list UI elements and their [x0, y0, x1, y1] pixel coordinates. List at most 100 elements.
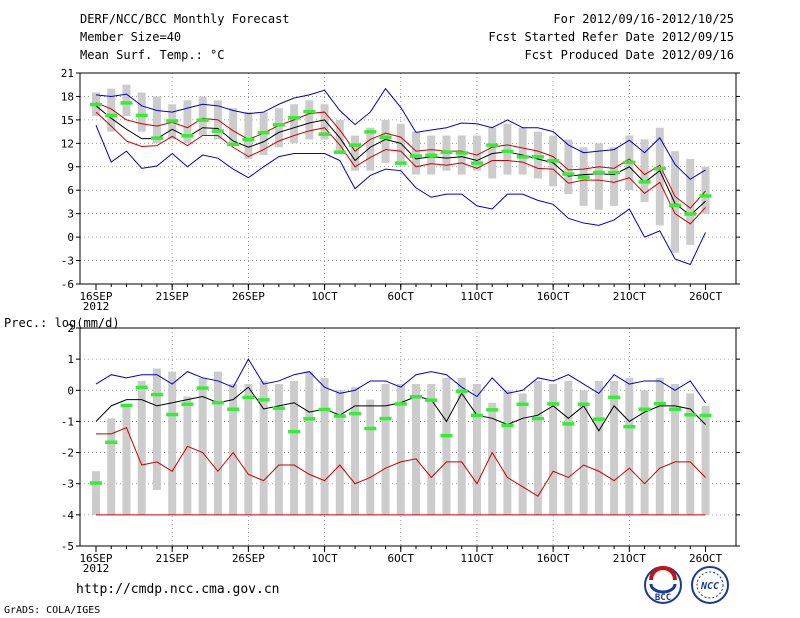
ensemble-marker	[577, 175, 590, 179]
range-bar	[533, 131, 542, 179]
ensemble-marker	[562, 422, 575, 426]
ensemble-marker	[592, 417, 605, 421]
fcst-produced-date: Fcst Produced Date 2012/09/16	[524, 48, 734, 62]
range-bar	[351, 387, 360, 515]
ensemble-marker	[379, 416, 392, 421]
ensemble-marker	[440, 150, 453, 154]
y-tick-label: -5	[61, 540, 74, 553]
ensemble-marker	[531, 416, 544, 421]
y-tick-label: 9	[67, 161, 74, 174]
range-bar	[351, 135, 360, 171]
y-tick-label: 18	[61, 90, 74, 103]
range-bar	[152, 368, 161, 490]
ensemble-marker	[394, 161, 407, 165]
ensemble-marker	[455, 389, 468, 393]
y-tick-label: -2	[61, 447, 74, 460]
range-bar	[549, 384, 558, 515]
range-bar	[366, 399, 375, 515]
ensemble-marker	[379, 135, 392, 140]
range-bar	[259, 380, 268, 515]
ensemble-marker	[272, 406, 285, 411]
range-bar	[412, 131, 420, 175]
x-tick-sublabel: 2012	[83, 562, 110, 575]
y-tick-label: -3	[61, 255, 74, 268]
y-tick-label: 0	[67, 384, 74, 397]
ensemble-marker	[623, 160, 636, 165]
x-tick-label: 16OCT	[537, 552, 570, 565]
range-bar	[122, 405, 131, 515]
series-lower	[96, 427, 706, 497]
range-bar	[655, 377, 664, 515]
range-bar	[701, 166, 710, 214]
range-bar	[290, 104, 299, 144]
ensemble-marker	[547, 159, 560, 163]
range-bar	[503, 390, 512, 515]
ensemble-marker	[242, 137, 255, 142]
source-url[interactable]: http://cmdp.ncc.cma.gov.cn	[76, 582, 280, 597]
range-bar	[610, 147, 619, 206]
range-bar	[625, 377, 634, 515]
ensemble-marker	[166, 412, 179, 417]
grads-credit: GrADS: COLA/IGES	[4, 605, 101, 616]
series-upper	[95, 358, 706, 404]
ensemble-marker	[257, 130, 270, 135]
ensemble-marker	[181, 402, 194, 406]
ensemble-marker	[135, 385, 148, 390]
ensemble-marker	[227, 407, 240, 411]
x-tick-label: 1OCT	[311, 290, 338, 303]
ensemble-marker	[501, 423, 514, 428]
ensemble-marker	[318, 132, 331, 136]
range-bar	[518, 127, 527, 175]
ensemble-marker	[120, 101, 133, 105]
ensemble-marker	[592, 170, 605, 175]
ensemble-marker	[470, 161, 483, 165]
y-tick-label: 3	[67, 208, 74, 221]
ensemble-marker	[333, 414, 346, 418]
member-size: Member Size=40	[80, 30, 182, 44]
fcst-started-date: Fcst Started Refer Date 2012/09/15	[488, 30, 734, 44]
y-tick-label: 0	[67, 231, 74, 244]
ensemble-marker	[638, 180, 651, 184]
range-bar	[594, 380, 603, 515]
ensemble-marker	[150, 136, 163, 140]
ensemble-marker	[196, 118, 209, 122]
ensemble-marker	[364, 130, 377, 134]
y-tick-label: -6	[61, 278, 74, 291]
ensemble-marker	[272, 123, 285, 127]
ensemble-marker	[669, 407, 682, 411]
range-bar	[198, 96, 207, 136]
range-bar	[442, 377, 451, 515]
x-tick-sublabel: 2012	[83, 300, 110, 313]
range-bar	[107, 88, 116, 132]
ensemble-marker	[288, 116, 301, 120]
x-tick-label: 6OCT	[388, 552, 415, 565]
y-tick-label: -1	[61, 415, 74, 428]
range-bar	[320, 104, 329, 140]
ensemble-marker	[501, 149, 514, 154]
ensemble-marker	[135, 113, 148, 118]
range-bar	[610, 380, 619, 515]
ensemble-marker	[166, 119, 179, 123]
range-bar	[122, 84, 131, 116]
range-bar	[655, 127, 664, 226]
prec-label: Prec.: log(mm/d)	[4, 316, 120, 330]
range-bar	[152, 96, 161, 144]
y-tick-label: -4	[61, 509, 75, 522]
ensemble-marker	[318, 407, 331, 412]
range-bar	[472, 384, 481, 515]
x-tick-label: 21OCT	[613, 290, 646, 303]
range-bar	[229, 108, 238, 144]
ensemble-marker	[440, 433, 453, 438]
range-bar	[137, 92, 146, 132]
chart-title: DERF/NCC/BCC Monthly Forecast	[80, 12, 290, 26]
x-tick-label: 21SEP	[156, 552, 189, 565]
ensemble-marker	[90, 481, 102, 485]
ensemble-marker	[486, 408, 499, 412]
range-bar	[594, 143, 603, 210]
x-tick-label: 26SEP	[232, 290, 265, 303]
x-tick-label: 26OCT	[689, 290, 722, 303]
range-bar	[457, 135, 466, 175]
ensemble-marker	[699, 413, 712, 418]
forecast-period: For 2012/09/16-2012/10/25	[553, 12, 734, 26]
